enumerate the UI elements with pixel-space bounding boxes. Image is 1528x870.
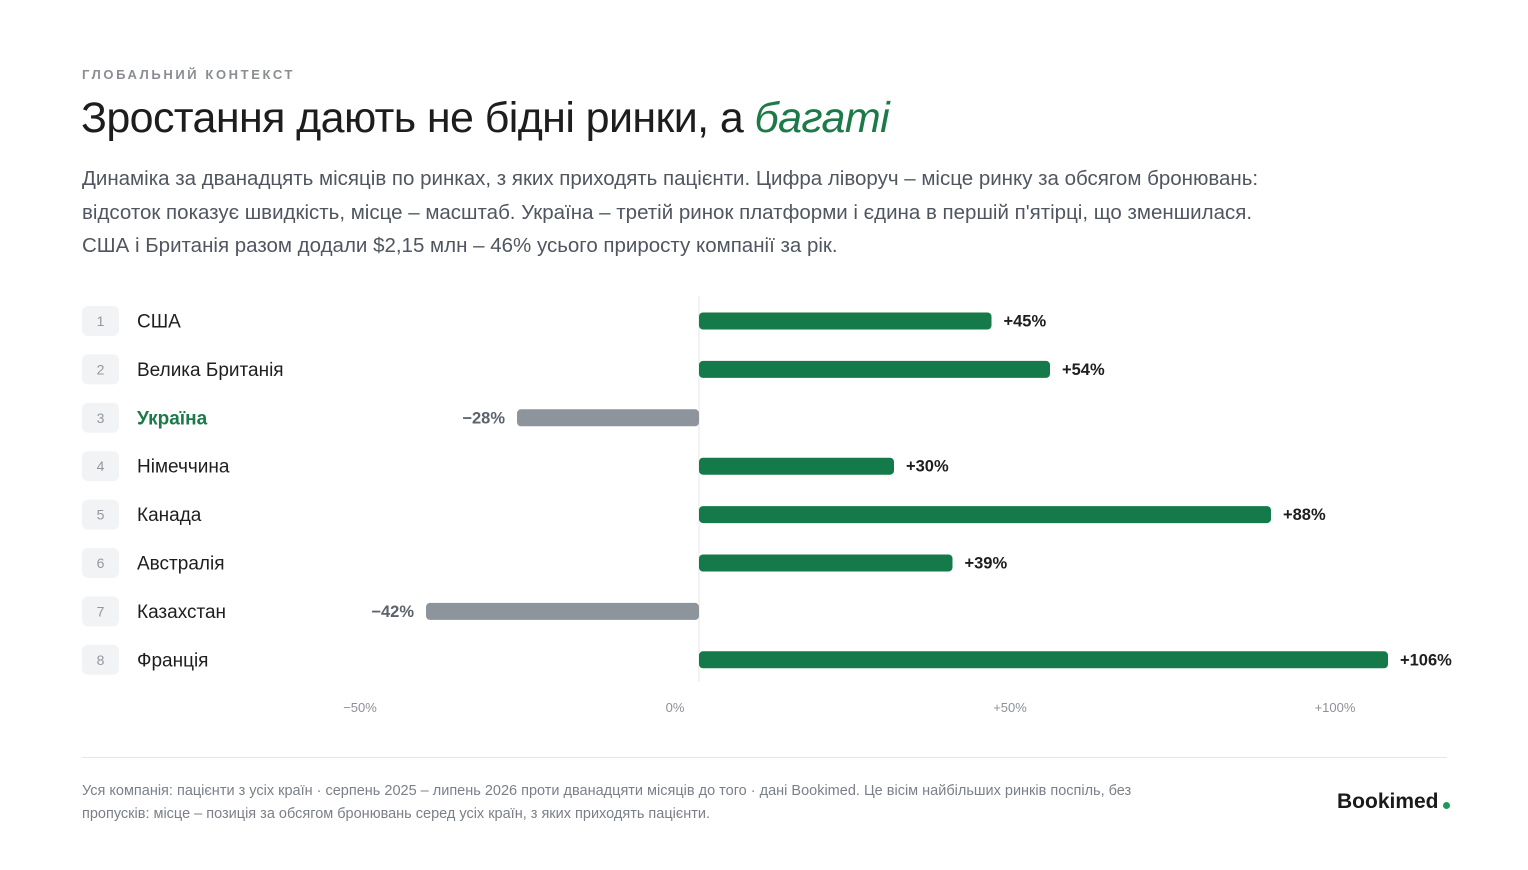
rank-number: 5 (97, 507, 105, 523)
title-accent: багаті (754, 94, 890, 142)
rank-badge (82, 644, 119, 675)
rank-number: 6 (97, 555, 105, 571)
rank-number: 4 (97, 458, 105, 474)
rank-badge (82, 354, 119, 385)
country-label: Канада (137, 505, 202, 526)
rank-badge (82, 451, 119, 482)
footnote: Уся компанія: пацієнти з усіх країн · се… (82, 783, 1132, 822)
brand-logo: Bookimed (1337, 790, 1450, 814)
brand-dot-icon (1442, 802, 1450, 809)
bar (699, 651, 1388, 669)
brand-name: Bookimed (1337, 790, 1439, 813)
country-label: Франція (137, 650, 208, 671)
lede-paragraph: Динаміка за дванадцять місяців по ринках… (82, 167, 1259, 257)
rank-badge (82, 548, 119, 578)
bar (699, 312, 992, 330)
country-label: Україна (137, 408, 208, 429)
x-tick-label: 0% (666, 700, 685, 715)
x-tick-label: +50% (993, 700, 1027, 715)
rank-number: 2 (97, 361, 105, 377)
eyebrow-label: ГЛОБАЛЬНИЙ КОНТЕКСТ (82, 67, 296, 82)
bar (699, 457, 894, 475)
bar (517, 409, 699, 427)
bar (426, 602, 699, 620)
value-label: +106% (1400, 651, 1452, 669)
value-label: −28% (462, 409, 505, 427)
rank-number: 7 (97, 603, 105, 619)
value-label: +54% (1062, 361, 1105, 379)
page-title: Зростання дають не бідні ринки, а багаті (81, 94, 890, 143)
value-label: +45% (1004, 313, 1047, 331)
country-label: США (137, 312, 181, 333)
rank-number: 3 (97, 410, 105, 426)
rank-badge (82, 596, 119, 627)
country-label: Велика Британія (137, 360, 284, 381)
bar (699, 506, 1271, 524)
rank-badge (82, 306, 119, 336)
footer-divider (82, 757, 1447, 758)
title-main: Зростання дають не бідні ринки, а (81, 94, 755, 142)
country-label: Німеччина (137, 457, 230, 478)
value-label: +88% (1283, 506, 1326, 524)
value-label: −42% (371, 603, 414, 621)
x-tick-label: +100% (1315, 700, 1356, 715)
bar (699, 360, 1050, 378)
rank-number: 1 (97, 313, 105, 329)
rank-badge (82, 499, 119, 530)
growth-bar-chart: 1 США +45% 2 Велика Британія +54% 3 Україна −28%… (82, 296, 1452, 715)
rank-badge (82, 402, 119, 433)
value-label: +30% (906, 458, 949, 476)
rank-number: 8 (97, 652, 105, 668)
country-label: Австралія (137, 554, 225, 575)
value-label: +39% (965, 555, 1008, 573)
x-tick-label: −50% (343, 700, 377, 715)
country-label: Казахстан (137, 602, 226, 623)
bar (699, 554, 953, 572)
